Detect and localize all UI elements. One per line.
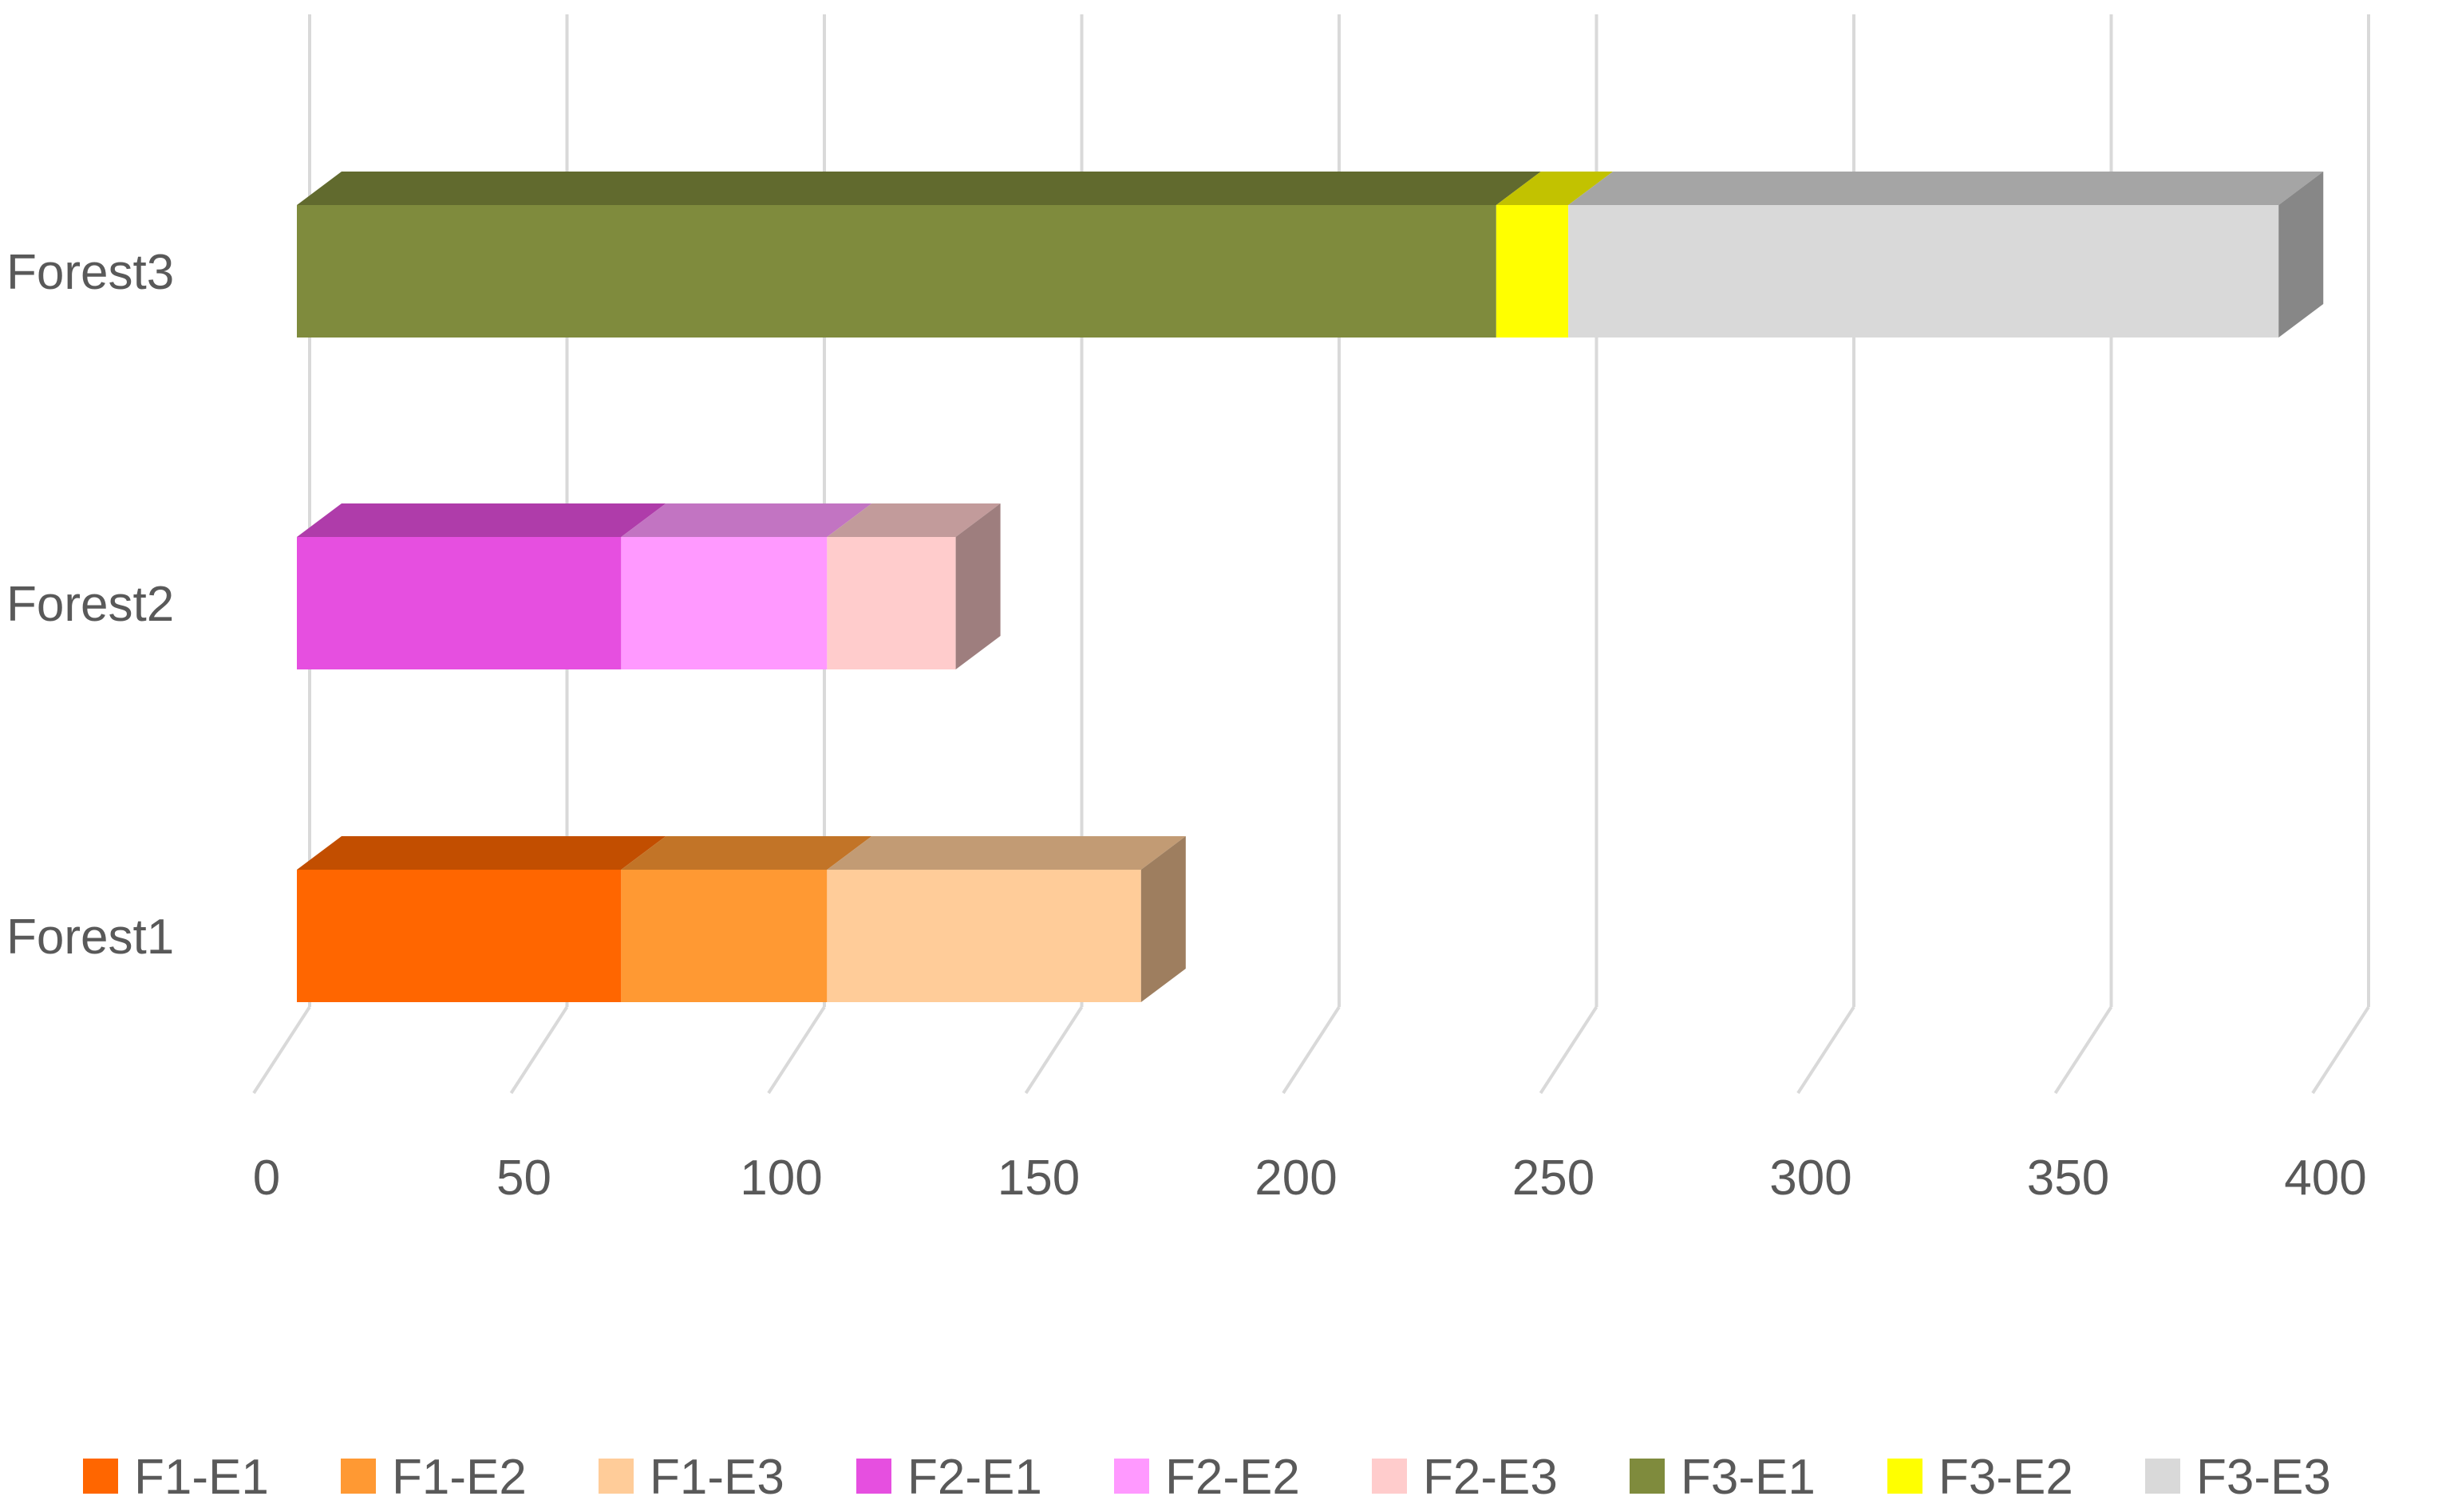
legend-item-f3-e1: F3-E1 bbox=[1630, 1450, 1816, 1505]
legend-item-f3-e3: F3-E3 bbox=[2145, 1450, 2331, 1505]
x-tick-label-400: 400 bbox=[2284, 1151, 2366, 1206]
bar-forest1-f1-e2 bbox=[621, 836, 872, 1002]
legend-item-f2-e2: F2-E2 bbox=[1114, 1450, 1300, 1505]
legend-swatch-f3-e1 bbox=[1630, 1459, 1665, 1494]
legend-label-f1-e1: F1-E1 bbox=[134, 1450, 269, 1505]
x-tick-label-50: 50 bbox=[496, 1151, 551, 1206]
legend-label-f3-e1: F3-E1 bbox=[1681, 1450, 1816, 1505]
legend-item-f1-e3: F1-E3 bbox=[599, 1450, 784, 1505]
x-tick-label-300: 300 bbox=[1769, 1151, 1851, 1206]
bar-forest3-f3-e1 bbox=[297, 172, 1541, 338]
legend-item-f3-e2: F3-E2 bbox=[1887, 1450, 2073, 1505]
legend-label-f2-e2: F2-E2 bbox=[1165, 1450, 1300, 1505]
legend-item-f2-e1: F2-E1 bbox=[856, 1450, 1042, 1505]
category-labels: Forest1 Forest2 Forest3 bbox=[6, 245, 174, 965]
x-tick-label-200: 200 bbox=[1255, 1151, 1337, 1206]
legend-swatch-f2-e3 bbox=[1372, 1459, 1407, 1494]
legend-label-f3-e2: F3-E2 bbox=[1938, 1450, 2073, 1505]
category-label-forest3: Forest3 bbox=[6, 245, 174, 300]
bar-forest2-f2-e1 bbox=[297, 503, 666, 669]
legend-label-f1-e2: F1-E2 bbox=[392, 1450, 527, 1505]
legend-label-f2-e1: F2-E1 bbox=[907, 1450, 1042, 1505]
legend-swatch-f2-e2 bbox=[1114, 1459, 1149, 1494]
x-tick-label-150: 150 bbox=[998, 1151, 1080, 1206]
bar-forest2-f2-e2 bbox=[621, 503, 872, 669]
category-label-forest2: Forest2 bbox=[6, 577, 174, 632]
legend-item-f1-e1: F1-E1 bbox=[83, 1450, 269, 1505]
legend-swatch-f3-e2 bbox=[1887, 1459, 1922, 1494]
category-label-forest1: Forest1 bbox=[6, 910, 174, 965]
legend-swatch-f2-e1 bbox=[856, 1459, 891, 1494]
bar-forest3-f3-e2 bbox=[1496, 172, 1614, 338]
gridline-400 bbox=[2311, 14, 2370, 1095]
legend-swatch-f1-e2 bbox=[341, 1459, 376, 1494]
legend-label-f2-e3: F2-E3 bbox=[1423, 1450, 1558, 1505]
x-tick-label-100: 100 bbox=[740, 1151, 822, 1206]
gridline-0 bbox=[252, 14, 311, 1095]
x-tick-label-350: 350 bbox=[2027, 1151, 2109, 1206]
bars-layer bbox=[297, 172, 2324, 1002]
legend-item-f2-e3: F2-E3 bbox=[1372, 1450, 1558, 1505]
bar-forest2-f2-e3 bbox=[827, 503, 1001, 669]
x-axis-tick-labels: 0 50 100 150 200 250 300 350 400 bbox=[253, 1151, 2367, 1206]
legend-swatch-f1-e1 bbox=[83, 1459, 118, 1494]
x-tick-label-0: 0 bbox=[253, 1151, 280, 1206]
legend-label-f1-e3: F1-E3 bbox=[650, 1450, 784, 1505]
legend-label-f3-e3: F3-E3 bbox=[2196, 1450, 2331, 1505]
x-tick-label-250: 250 bbox=[1512, 1151, 1594, 1206]
bar-forest3-f3-e3 bbox=[1568, 172, 2324, 338]
legend-item-f1-e2: F1-E2 bbox=[341, 1450, 527, 1505]
bar-forest1-f1-e3 bbox=[827, 836, 1186, 1002]
legend-swatch-f3-e3 bbox=[2145, 1459, 2180, 1494]
legend-swatch-f1-e3 bbox=[599, 1459, 634, 1494]
legend: F1-E1 F1-E2 F1-E3 F2-E1 F2-E2 F2-E3 F3-E1 F3-E2… bbox=[83, 1450, 2331, 1505]
bar-forest1-f1-e1 bbox=[297, 836, 666, 1002]
